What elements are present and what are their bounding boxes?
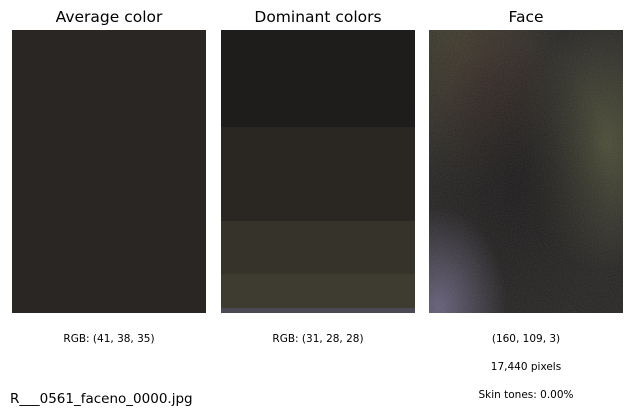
face-pixel-count: 17,440 pixels — [490, 361, 562, 373]
face-title: Face — [508, 8, 544, 26]
dominant-color-band-4 — [221, 273, 415, 309]
dominant-color-band-1 — [221, 30, 415, 128]
average-color-swatch — [12, 30, 206, 313]
dominant-color-band-3 — [221, 221, 415, 275]
dominant-colors-stack — [221, 30, 415, 314]
face-image — [429, 30, 623, 313]
dominant-color-band-2 — [221, 127, 415, 222]
filename-label: R___0561_faceno_0000.jpg — [10, 391, 193, 407]
average-color-title: Average color — [55, 8, 163, 26]
face-skin-tones: Skin tones: 0.00% — [478, 389, 574, 401]
face-image-canvas — [429, 30, 623, 313]
dominant-rgb-label: RGB: (31, 28, 28) — [272, 333, 364, 345]
dominant-colors-title: Dominant colors — [254, 8, 382, 26]
face-rgb-label: (160, 109, 3) — [491, 333, 561, 345]
average-rgb-label: RGB: (41, 38, 35) — [63, 333, 155, 345]
dominant-color-band-5 — [221, 307, 415, 314]
